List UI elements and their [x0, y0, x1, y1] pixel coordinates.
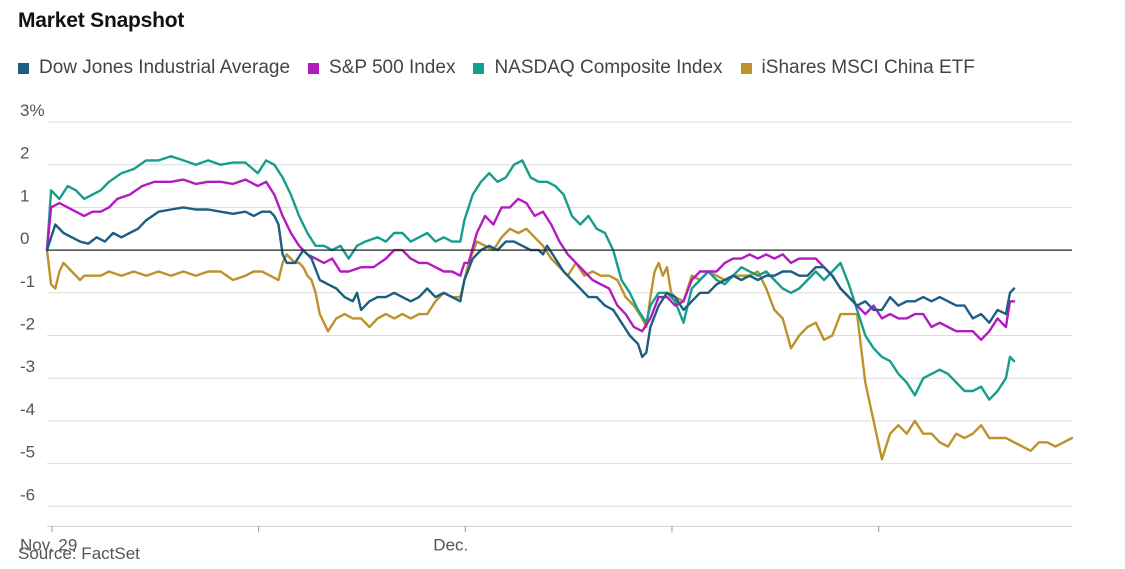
y-tick-label: 1	[20, 186, 29, 205]
y-tick-label: -5	[20, 443, 35, 462]
series-line-1	[45, 206, 1016, 359]
legend-swatch-nasdaq	[473, 62, 485, 74]
legend-item-sp500: S&P 500 Index	[308, 57, 455, 79]
series-line-2	[45, 178, 1016, 341]
legend-swatch-china-etf	[740, 62, 752, 74]
legend-label-sp500: S&P 500 Index	[329, 57, 456, 78]
legend-label-dow: Dow Jones Industrial Average	[39, 57, 291, 78]
y-tick-label: 2	[20, 144, 29, 163]
series-line-3	[45, 155, 1016, 401]
chart-title: Market Snapshot	[18, 9, 185, 32]
legend-item-dow: Dow Jones Industrial Average	[18, 57, 290, 79]
y-tick-label: -3	[20, 357, 35, 376]
y-tick-label: -6	[20, 485, 35, 504]
y-tick-label: -2	[20, 315, 35, 334]
legend-label-nasdaq: NASDAQ Composite Index	[494, 57, 723, 78]
y-tick-label: 3%	[20, 101, 45, 120]
legend-label-china-etf: iShares MSCI China ETF	[761, 57, 975, 78]
y-tick-label: -1	[20, 272, 35, 291]
x-tick-label: Dec.	[433, 535, 468, 554]
legend-item-china-etf: iShares MSCI China ETF	[740, 57, 975, 79]
x-tick-label: Nov. 29	[20, 535, 77, 554]
source-note: Source: FactSet	[18, 544, 140, 563]
y-tick-label: 0	[20, 229, 29, 248]
gridlines	[47, 121, 1072, 507]
legend-swatch-dow	[18, 62, 29, 74]
legend-item-nasdaq: NASDAQ Composite Index	[473, 57, 723, 79]
legend-swatch-sp500	[308, 62, 320, 74]
legend: Dow Jones Industrial Average S&P 500 Ind…	[18, 57, 975, 79]
y-tick-label: -4	[20, 400, 35, 419]
axes: 3% 2 1 0 -1 -2 -3 -4 -5 -6 Nov. 29 Dec.	[20, 101, 1072, 554]
series-lines	[45, 155, 1074, 461]
